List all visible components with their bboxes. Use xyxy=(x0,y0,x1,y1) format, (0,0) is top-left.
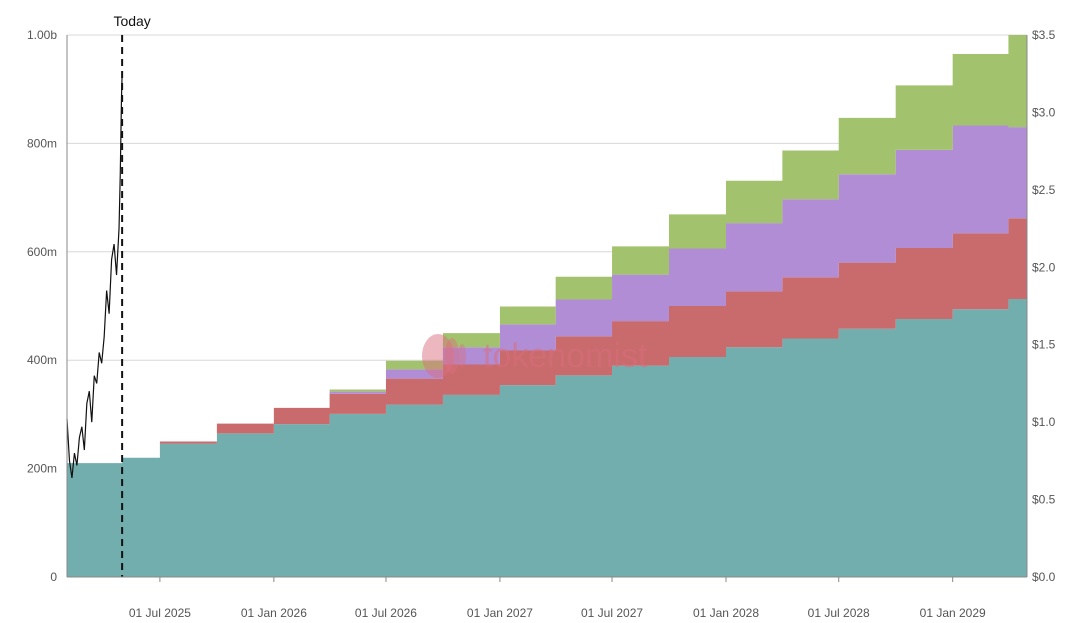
y-right-tick-label: $2.5 xyxy=(1032,183,1056,197)
watermark: tokenomist xyxy=(422,334,648,378)
y-right-tick-label: $3.5 xyxy=(1032,28,1056,42)
y-left-tick-label: 0 xyxy=(50,570,57,584)
y-right-tick-label: $0.5 xyxy=(1032,493,1056,507)
area-series-1 xyxy=(67,218,1027,464)
watermark-text: tokenomist xyxy=(483,337,648,375)
x-tick-label: 01 Jul 2026 xyxy=(355,606,417,620)
y-right-tick-label: $1.0 xyxy=(1032,415,1056,429)
x-tick-label: 01 Jul 2025 xyxy=(129,606,191,620)
y-left-tick-label: 400m xyxy=(27,353,57,367)
y-left-tick-label: 800m xyxy=(27,136,57,150)
x-tick-label: 01 Jan 2029 xyxy=(920,606,986,620)
y-right-tick-label: $2.0 xyxy=(1032,260,1056,274)
price-line xyxy=(66,73,123,478)
x-tick-label: 01 Jul 2027 xyxy=(581,606,643,620)
y-right-tick-label: $3.0 xyxy=(1032,105,1056,119)
price-line-group xyxy=(66,73,123,478)
today-label: Today xyxy=(113,13,150,29)
today-marker: Today xyxy=(113,13,151,577)
x-tick-label: 01 Jan 2028 xyxy=(693,606,759,620)
y-left-tick-label: 200m xyxy=(27,462,57,476)
y-left-tick-label: 1.00b xyxy=(27,28,57,42)
area-series-2 xyxy=(67,125,1027,464)
y-right-tick-label: $0.0 xyxy=(1032,570,1056,584)
x-tick-label: 01 Jan 2027 xyxy=(467,606,533,620)
x-tick-label: 01 Jan 2026 xyxy=(241,606,307,620)
y-right-tick-label: $1.5 xyxy=(1032,338,1056,352)
x-tick-label: 01 Jul 2028 xyxy=(808,606,870,620)
tokenomist-logo-icon xyxy=(422,334,466,378)
y-left-tick-label: 600m xyxy=(27,245,57,259)
axes: 0 200m 400m 600m 800m 1.00b $0.0 $0.5 $1.0 $1.5 $2… xyxy=(27,28,1056,620)
area-series-group xyxy=(67,35,1027,577)
area-series-0 xyxy=(67,298,1027,577)
